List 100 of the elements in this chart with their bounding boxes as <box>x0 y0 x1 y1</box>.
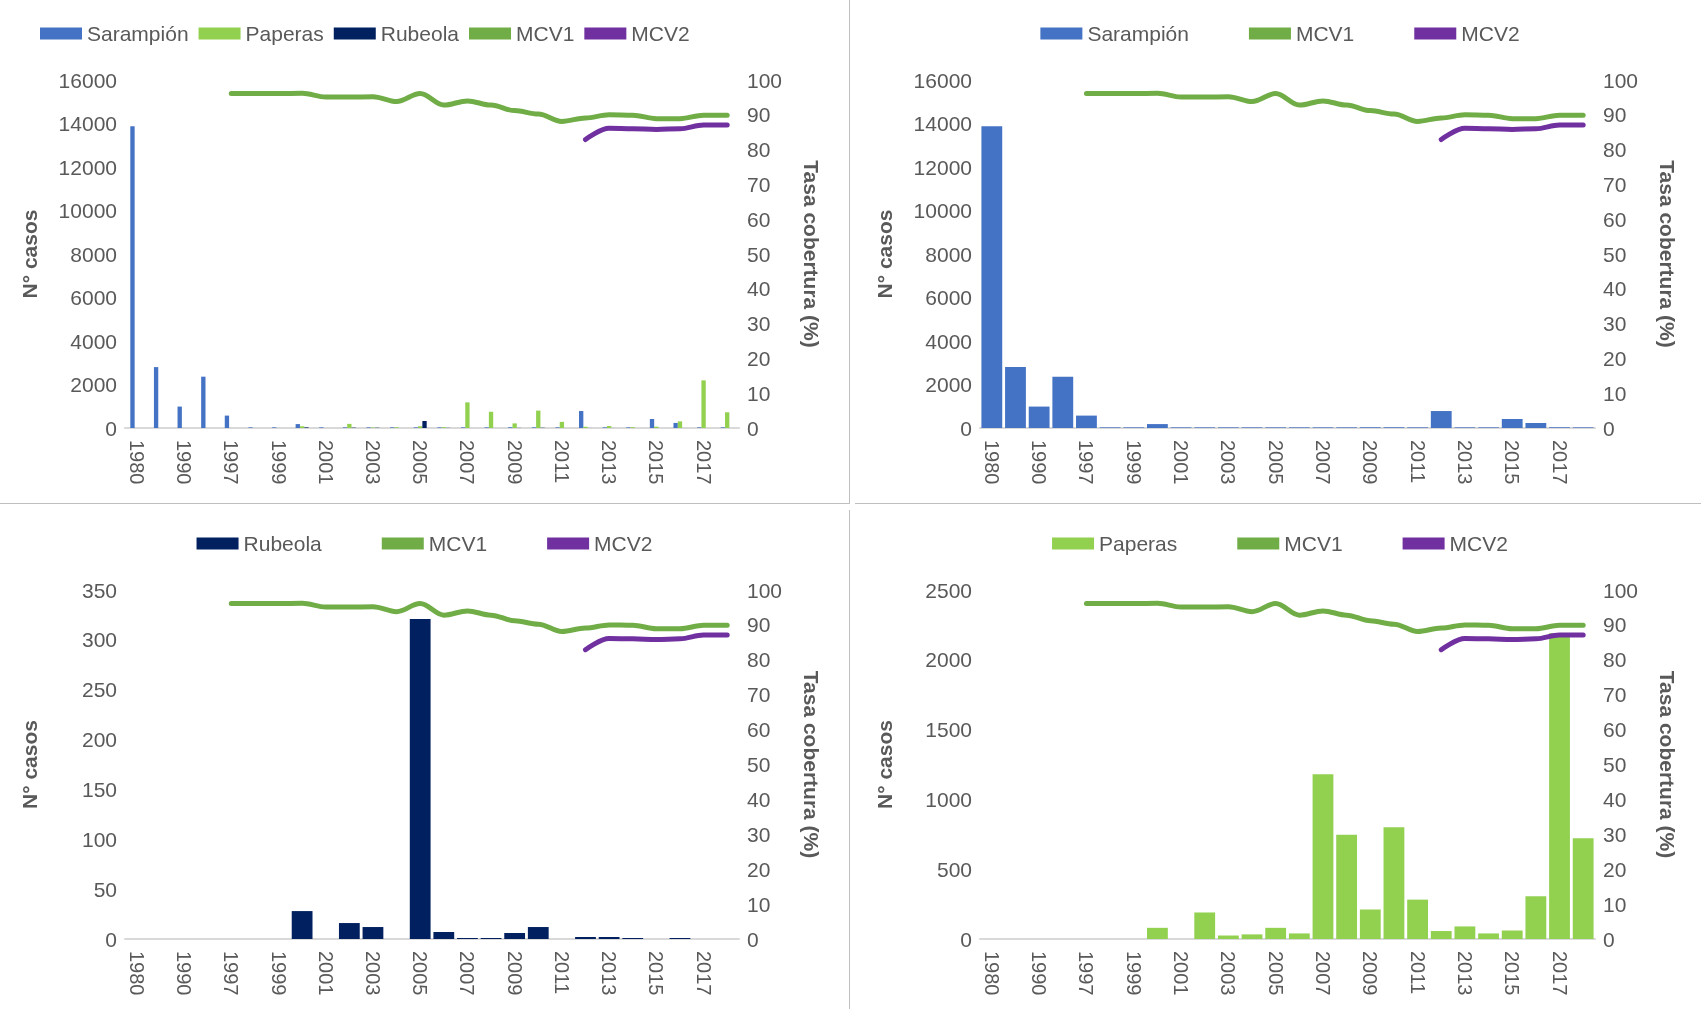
y2-tick-label: 90 <box>1603 103 1627 127</box>
y-tick-label: 2000 <box>925 373 972 396</box>
bar <box>504 933 526 939</box>
y2-tick-label: 20 <box>1603 346 1627 370</box>
y-tick-label: 1000 <box>925 787 972 811</box>
y2-tick-label: 20 <box>747 346 771 370</box>
x-tick-label: 2003 <box>1217 440 1240 485</box>
x-tick-label: 1997 <box>220 440 243 485</box>
y2-tick-label: 60 <box>747 718 771 742</box>
x-tick-label: 2011 <box>550 951 573 995</box>
bar <box>1501 418 1523 428</box>
y-axis-title: N° casos <box>873 720 896 809</box>
x-tick-label: 2015 <box>1501 440 1524 485</box>
y2-tick-label: 30 <box>747 822 771 846</box>
bar <box>1359 909 1381 939</box>
x-tick-label: 1980 <box>980 951 1003 996</box>
legend-label: MCV1 <box>516 22 575 45</box>
x-tick-label: 2017 <box>1548 951 1571 996</box>
legend-label: Paperas <box>245 22 324 45</box>
y-tick-label: 10000 <box>58 199 117 222</box>
x-tick-label: 2003 <box>361 951 384 996</box>
y-tick-label: 0 <box>105 416 117 440</box>
x-tick-label: 1990 <box>173 951 196 996</box>
x-tick-label: 2001 <box>314 951 337 996</box>
bar <box>1549 633 1570 939</box>
y-tick-label: 350 <box>81 578 117 602</box>
y2-axis-title: Tasa cobertura (%) <box>800 670 823 859</box>
x-tick-label: 2009 <box>1359 951 1382 996</box>
x-tick-label: 1999 <box>1122 440 1145 485</box>
x-tick-label: 2013 <box>598 440 621 485</box>
bar <box>488 411 494 428</box>
bar <box>512 423 517 428</box>
bar <box>1430 411 1452 428</box>
x-tick-label: 1990 <box>1028 951 1051 996</box>
y2-tick-label: 50 <box>747 753 771 776</box>
bar <box>1147 424 1168 428</box>
y2-tick-label: 70 <box>747 172 771 196</box>
bar <box>677 421 683 428</box>
bar <box>1241 934 1263 939</box>
y-tick-label: 8000 <box>70 242 117 266</box>
y2-tick-label: 50 <box>1603 753 1627 776</box>
legend-label: Rubeola <box>380 22 460 45</box>
x-tick-label: 2009 <box>503 951 526 996</box>
y-tick-label: 0 <box>960 927 972 951</box>
bar <box>1288 933 1310 939</box>
y2-tick-label: 100 <box>1603 68 1639 92</box>
y2-tick-label: 60 <box>747 207 771 231</box>
x-tick-label: 2005 <box>1264 440 1287 485</box>
y-tick-label: 200 <box>81 728 117 752</box>
bar <box>981 126 1003 428</box>
bar <box>153 367 159 428</box>
y-tick-label: 100 <box>81 827 117 851</box>
x-tick-label: 1980 <box>125 440 148 485</box>
legend-label: Rubeola <box>243 532 323 555</box>
y2-tick-label: 10 <box>747 892 771 916</box>
y2-tick-label: 80 <box>747 648 771 672</box>
y-tick-label: 16000 <box>58 68 117 92</box>
y2-tick-label: 30 <box>1603 312 1627 336</box>
bar <box>409 618 431 939</box>
y2-tick-label: 40 <box>747 277 771 301</box>
y2-tick-label: 90 <box>747 613 771 637</box>
y-tick-label: 14000 <box>913 112 972 135</box>
y2-tick-label: 40 <box>1603 787 1627 811</box>
bar <box>201 376 206 428</box>
bar <box>338 923 360 939</box>
y2-tick-label: 70 <box>1603 683 1627 707</box>
x-tick-label: 1990 <box>1028 440 1051 485</box>
y2-tick-label: 40 <box>1603 277 1627 301</box>
x-tick-label: 1999 <box>267 951 290 996</box>
bar <box>1265 927 1287 939</box>
x-tick-label: 2015 <box>645 440 668 485</box>
legend-label: MCV2 <box>594 532 653 555</box>
x-tick-label: 2013 <box>1453 951 1476 996</box>
y-tick-label: 500 <box>936 857 972 881</box>
y-tick-label: 250 <box>81 678 117 702</box>
y2-tick-label: 20 <box>747 857 771 881</box>
legend-label: MCV2 <box>1461 22 1520 45</box>
x-tick-label: 2015 <box>1501 951 1524 996</box>
x-tick-label: 2007 <box>456 440 479 485</box>
bar <box>1501 930 1523 939</box>
y2-tick-label: 10 <box>747 381 771 405</box>
bar <box>1525 422 1547 428</box>
bar <box>527 927 549 939</box>
y2-axis-title: Tasa cobertura (%) <box>800 160 823 348</box>
bar <box>1336 834 1358 939</box>
bar <box>465 402 470 428</box>
bar <box>1028 406 1050 428</box>
x-tick-label: 2001 <box>1170 440 1193 485</box>
y-axis-title: N° casos <box>873 209 896 299</box>
bar <box>1383 827 1405 939</box>
y2-tick-label: 80 <box>747 138 771 162</box>
x-tick-label: 1980 <box>125 951 148 996</box>
bar <box>673 422 678 428</box>
bar <box>1430 931 1452 939</box>
y-tick-label: 150 <box>81 777 117 801</box>
y-tick-label: 6000 <box>70 286 117 309</box>
y2-tick-label: 100 <box>747 68 783 92</box>
bar <box>1194 912 1216 939</box>
x-tick-label: 1997 <box>220 951 243 996</box>
y-tick-label: 14000 <box>58 112 117 135</box>
